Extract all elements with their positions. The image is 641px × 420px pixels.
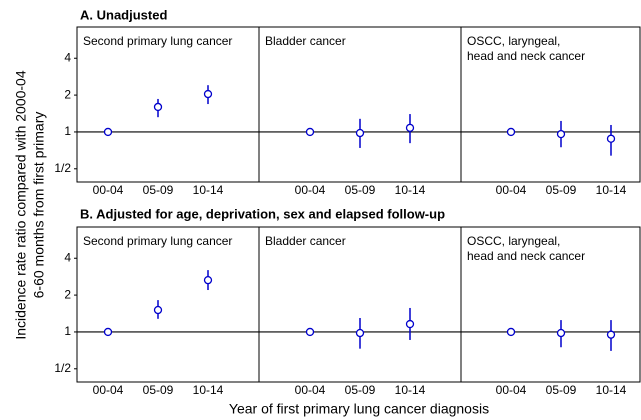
row-title: A. Unadjusted: [80, 7, 167, 22]
point: [203, 275, 213, 285]
y-axis-label: 6-60 months from first primary: [31, 112, 47, 299]
x-tick-label: 05-09: [345, 183, 376, 197]
x-tick-label: 05-09: [143, 383, 174, 397]
panel-title: OSCC, laryngeal,: [467, 234, 560, 248]
point: [355, 128, 365, 138]
point: [153, 102, 163, 112]
x-tick-label: 00-04: [93, 383, 124, 397]
panel-border: [258, 226, 462, 383]
y-tick-label: 1/2: [54, 161, 71, 175]
x-tick-label: 05-09: [143, 183, 174, 197]
x-tick-label: 00-04: [295, 383, 326, 397]
y-axis-label: Incidence rate ratio compared with 2000-…: [13, 70, 29, 339]
point: [405, 319, 415, 329]
point: [556, 328, 566, 338]
point: [556, 129, 566, 139]
y-tick-label: 2: [64, 287, 71, 301]
x-tick-label: 05-09: [546, 383, 577, 397]
panel-title: OSCC, laryngeal,: [467, 34, 560, 48]
row-title: B. Adjusted for age, deprivation, sex an…: [80, 206, 445, 221]
y-tick-label: 1/2: [54, 361, 71, 375]
x-tick-label: 10-14: [395, 183, 426, 197]
panel-border: [76, 226, 260, 383]
panel-border: [258, 26, 462, 183]
point: [203, 89, 213, 99]
x-tick-label: 10-14: [596, 383, 627, 397]
x-tick-label: 00-04: [496, 383, 527, 397]
x-tick-label: 10-14: [193, 383, 224, 397]
panel-title: Bladder cancer: [265, 234, 346, 248]
point: [606, 330, 616, 339]
x-tick-label: 10-14: [596, 183, 627, 197]
x-tick-label: 05-09: [546, 183, 577, 197]
panel-title: Bladder cancer: [265, 34, 346, 48]
x-tick-label: 00-04: [496, 183, 527, 197]
x-axis-label: Year of first primary lung cancer diagno…: [229, 401, 489, 417]
point: [103, 327, 113, 337]
panel-title: Second primary lung cancer: [83, 234, 232, 248]
y-tick-label: 2: [64, 87, 71, 101]
y-tick-label: 1: [64, 124, 71, 138]
point: [305, 327, 315, 337]
panel-title: head and neck cancer: [467, 249, 585, 263]
y-tick-label: 4: [64, 250, 71, 264]
panel-title: head and neck cancer: [467, 49, 585, 63]
panel-border: [460, 226, 641, 383]
x-tick-label: 10-14: [193, 183, 224, 197]
point: [355, 328, 365, 338]
point: [405, 123, 415, 133]
panel-border: [76, 26, 260, 183]
panel-border: [460, 26, 641, 183]
point: [506, 327, 516, 337]
point: [153, 305, 163, 315]
panel-title: Second primary lung cancer: [83, 34, 232, 48]
point: [305, 127, 315, 137]
x-tick-label: 05-09: [345, 383, 376, 397]
x-tick-label: 00-04: [93, 183, 124, 197]
point: [506, 127, 516, 137]
point: [103, 127, 113, 137]
y-tick-label: 4: [64, 50, 71, 64]
point: [606, 134, 616, 143]
x-tick-label: 00-04: [295, 183, 326, 197]
x-tick-label: 10-14: [395, 383, 426, 397]
y-tick-label: 1: [64, 324, 71, 338]
